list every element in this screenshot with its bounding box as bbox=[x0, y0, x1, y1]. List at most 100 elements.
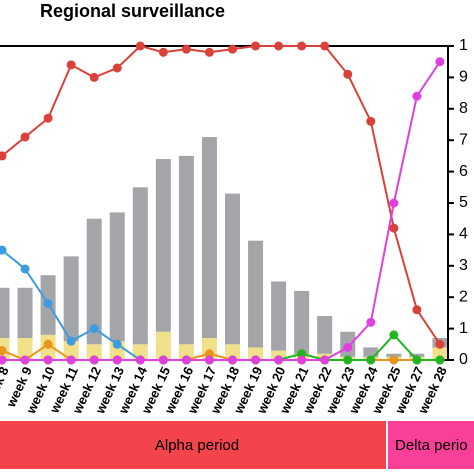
bar-segment bbox=[225, 193, 240, 345]
point bbox=[0, 245, 7, 255]
point bbox=[343, 69, 353, 79]
bar-segment bbox=[225, 344, 240, 360]
bar-segment bbox=[178, 155, 194, 345]
point bbox=[43, 339, 53, 349]
point bbox=[66, 336, 76, 346]
bar-segment bbox=[409, 353, 425, 357]
point bbox=[366, 317, 376, 327]
point bbox=[389, 355, 399, 365]
point bbox=[435, 355, 445, 365]
point bbox=[389, 223, 399, 233]
period-band bbox=[388, 421, 474, 469]
bar-segment bbox=[386, 353, 402, 357]
bar-segment bbox=[155, 331, 171, 360]
point bbox=[435, 339, 445, 349]
point bbox=[297, 349, 307, 359]
point bbox=[389, 198, 399, 208]
y2-tick-label: 3 bbox=[459, 257, 468, 274]
bar-segment bbox=[132, 344, 148, 360]
bar-segment bbox=[0, 287, 10, 339]
bar-segment bbox=[109, 212, 125, 342]
y2-tick-label: 1 bbox=[459, 37, 468, 54]
bar-segment bbox=[63, 256, 79, 342]
bar-segment bbox=[63, 341, 79, 360]
bar-segment bbox=[201, 137, 217, 339]
point bbox=[0, 355, 7, 365]
y2-tick-label: 9 bbox=[459, 69, 468, 86]
bar-segment bbox=[86, 218, 102, 345]
point bbox=[112, 355, 122, 365]
point bbox=[0, 151, 7, 161]
point bbox=[20, 264, 30, 274]
point bbox=[251, 355, 261, 365]
point bbox=[204, 47, 214, 57]
period-band bbox=[0, 421, 386, 469]
point bbox=[135, 41, 145, 51]
bar-segment bbox=[86, 344, 102, 360]
bar-segment bbox=[317, 316, 333, 354]
point bbox=[435, 57, 445, 67]
point bbox=[158, 355, 168, 365]
point bbox=[297, 355, 307, 365]
y2-tick-label: 0 bbox=[459, 351, 468, 368]
y2-tick-label: 1 bbox=[459, 320, 468, 337]
bars bbox=[0, 137, 448, 360]
point bbox=[89, 355, 99, 365]
bar-segment bbox=[294, 290, 310, 354]
y2-tick-label: 7 bbox=[459, 131, 468, 148]
point bbox=[204, 355, 214, 365]
y2-tick-label: 4 bbox=[459, 226, 468, 243]
y2-tick-label: 2 bbox=[459, 288, 468, 305]
point bbox=[320, 355, 330, 365]
bar-segment bbox=[17, 287, 33, 339]
bar-segment bbox=[155, 159, 171, 332]
bar-segment bbox=[363, 347, 379, 357]
bar-segment bbox=[178, 344, 194, 360]
point bbox=[251, 41, 261, 51]
point bbox=[181, 44, 191, 54]
point bbox=[412, 305, 422, 315]
point bbox=[297, 41, 307, 51]
bar-segment bbox=[248, 240, 264, 348]
chart-title: Regional surveillance bbox=[40, 1, 225, 21]
point bbox=[181, 355, 191, 365]
y2-tick-label: 8 bbox=[459, 100, 468, 117]
point bbox=[20, 132, 30, 142]
point bbox=[43, 113, 53, 123]
bar-segment bbox=[17, 338, 33, 360]
point bbox=[274, 355, 284, 365]
point bbox=[343, 355, 353, 365]
point bbox=[66, 60, 76, 70]
point bbox=[89, 324, 99, 334]
period-label: Alpha period bbox=[155, 437, 239, 454]
point bbox=[0, 346, 7, 356]
point bbox=[158, 47, 168, 57]
point bbox=[412, 355, 422, 365]
bar-segment bbox=[132, 187, 148, 345]
point bbox=[135, 355, 145, 365]
point bbox=[43, 355, 53, 365]
point bbox=[204, 349, 214, 359]
bar-segment bbox=[271, 281, 287, 351]
point bbox=[43, 298, 53, 308]
bar-segment bbox=[432, 347, 448, 360]
point bbox=[228, 44, 237, 54]
y2-tick-label: 6 bbox=[459, 163, 468, 180]
point bbox=[112, 339, 122, 349]
point bbox=[320, 41, 330, 51]
point bbox=[389, 330, 399, 340]
point bbox=[20, 355, 30, 365]
point bbox=[66, 355, 76, 365]
point bbox=[343, 342, 353, 352]
bar-segment bbox=[248, 347, 264, 360]
point bbox=[366, 355, 376, 365]
point bbox=[228, 355, 237, 365]
point bbox=[112, 63, 122, 73]
y2-tick-label: 5 bbox=[459, 194, 468, 211]
period-label: Delta perio bbox=[395, 437, 468, 454]
point bbox=[412, 91, 422, 101]
point bbox=[89, 72, 99, 82]
point bbox=[366, 116, 376, 126]
point bbox=[274, 41, 284, 51]
